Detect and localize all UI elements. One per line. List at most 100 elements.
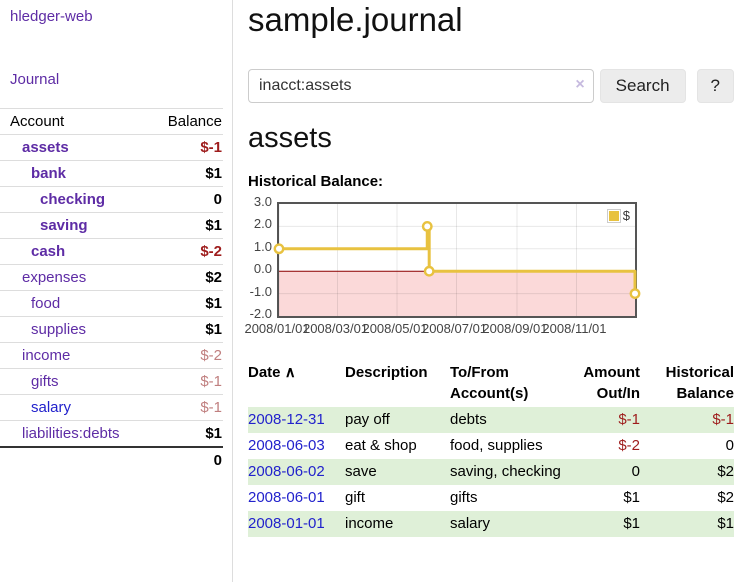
y-axis-tick-label: 1.0	[253, 238, 272, 254]
account-link[interactable]: supplies	[31, 321, 87, 338]
account-link[interactable]: bank	[31, 165, 67, 182]
help-button[interactable]: ?	[696, 69, 734, 103]
account-link[interactable]: liabilities:debts	[22, 425, 120, 442]
y-axis-tick-label: 2.0	[253, 216, 272, 232]
account-row: saving $1	[0, 212, 223, 239]
transaction-row: 2008-06-02 save saving, checking 0 $2	[248, 459, 734, 485]
transactions-table: Date ∧ Description To/From Account(s) Am…	[248, 359, 734, 537]
column-header-date[interactable]: Date ∧	[248, 364, 296, 381]
transaction-accounts: food, supplies	[450, 437, 543, 454]
transaction-row: 2008-06-03 eat & shop food, supplies $-2 0	[248, 433, 734, 459]
account-balance: $2	[152, 264, 223, 291]
account-link[interactable]: checking	[40, 191, 106, 208]
transaction-description: save	[345, 463, 377, 480]
account-cell: salary	[0, 394, 153, 421]
account-row: gifts $-1	[0, 368, 223, 395]
account-link[interactable]: expenses	[22, 269, 87, 286]
transaction-balance: $1	[717, 515, 734, 532]
transaction-date-link[interactable]: 2008-06-02	[248, 463, 325, 480]
account-balance: $-1	[152, 394, 223, 421]
transaction-date-cell: 2008-12-31	[248, 407, 345, 433]
transaction-balance: $-1	[712, 411, 734, 428]
account-balance: $1	[152, 420, 223, 448]
account-cell: food	[0, 290, 153, 317]
app-title-link[interactable]: hledger-web	[10, 8, 93, 25]
transaction-date-link[interactable]: 2008-06-03	[248, 437, 325, 454]
account-link[interactable]: salary	[31, 399, 72, 416]
legend-swatch	[606, 208, 621, 223]
transaction-balance: $2	[717, 463, 734, 480]
account-row: checking 0	[0, 186, 223, 213]
account-cell: cash	[0, 238, 153, 265]
account-link[interactable]: food	[31, 295, 61, 312]
accounts-column-header: Account	[0, 108, 153, 135]
legend-label: $	[622, 208, 630, 223]
column-header-description: Description	[345, 364, 428, 381]
account-row: salary $-1	[0, 394, 223, 421]
transaction-row: 2008-12-31 pay off debts $-1 $-1	[248, 407, 734, 433]
accounts-total-row: 0	[0, 446, 223, 473]
column-header-amount: Amount Out/In	[583, 364, 640, 402]
accounts-table-header: Account Balance	[0, 108, 223, 135]
account-cell: saving	[0, 212, 153, 239]
account-link[interactable]: gifts	[31, 373, 59, 390]
account-balance: $1	[152, 316, 223, 343]
transaction-accounts: saving, checking	[450, 463, 561, 480]
transaction-description: eat & shop	[345, 437, 417, 454]
chart-title: Historical Balance:	[248, 173, 384, 190]
transaction-date-link[interactable]: 2008-01-01	[248, 515, 325, 532]
transaction-date-cell: 2008-06-03	[248, 433, 345, 459]
transaction-description: pay off	[345, 411, 390, 428]
account-balance: $1	[152, 212, 223, 239]
transaction-row: 2008-01-01 income salary $1 $1	[248, 511, 734, 537]
clear-search-icon[interactable]: ×	[575, 76, 585, 93]
transaction-description: income	[345, 515, 394, 532]
y-axis-tick-label: -1.0	[249, 283, 272, 299]
transactions-header-row: Date ∧ Description To/From Account(s) Am…	[248, 359, 734, 407]
transaction-amount: $1	[623, 515, 640, 532]
search-button[interactable]: Search	[599, 69, 686, 103]
account-row: assets $-1	[0, 134, 223, 161]
account-balance: $-2	[152, 238, 223, 265]
transaction-date-cell: 2008-06-02	[248, 459, 345, 485]
account-row: bank $1	[0, 160, 223, 187]
transaction-date-cell: 2008-06-01	[248, 485, 345, 511]
column-header-balance: Historical Balance	[665, 364, 734, 402]
account-link[interactable]: assets	[22, 139, 69, 156]
x-axis-tick-label: 2008/11/01	[542, 321, 607, 336]
account-title: assets	[248, 122, 332, 154]
search-bar: × Search ?	[248, 69, 734, 103]
transaction-row: 2008-06-01 gift gifts $1 $2	[248, 485, 734, 511]
sidebar-item-journal[interactable]: Journal	[10, 71, 60, 88]
account-row: cash $-2	[0, 238, 223, 265]
transaction-amount: $1	[623, 489, 640, 506]
account-cell: income	[0, 342, 153, 369]
transaction-accounts: debts	[450, 411, 487, 428]
balance-column-header: Balance	[152, 108, 223, 135]
y-axis-tick-label: 3.0	[253, 194, 272, 209]
account-link[interactable]: saving	[40, 217, 88, 234]
transaction-balance: $2	[717, 489, 734, 506]
transaction-date-link[interactable]: 2008-12-31	[248, 411, 325, 428]
chart-y-labels: 3.0 2.0 1.0 0.0 -1.0 -2.0	[232, 194, 272, 321]
account-cell: supplies	[0, 316, 153, 343]
x-axis-tick-label: 2008/09/01	[482, 321, 548, 336]
search-input[interactable]	[248, 69, 594, 103]
transaction-amount: $-1	[618, 411, 640, 428]
account-link[interactable]: cash	[31, 243, 66, 260]
transaction-amount: 0	[631, 463, 640, 480]
account-balance: $1	[152, 290, 223, 317]
x-axis-tick-label: 2008/03/01	[302, 321, 369, 336]
account-row: liabilities:debts $1	[0, 420, 223, 448]
account-cell: bank	[0, 160, 153, 187]
transaction-date-link[interactable]: 2008-06-01	[248, 489, 325, 506]
transaction-accounts: gifts	[450, 489, 478, 506]
accounts-table: Account Balance assets $-1 bank $1 checking 0…	[0, 108, 223, 473]
x-axis-tick-label: 2008/05/01	[362, 321, 428, 336]
x-axis-tick-label: 2008/07/01	[421, 321, 488, 336]
account-link[interactable]: income	[22, 347, 71, 364]
sidebar: hledger-web Journal Account Balance asse…	[0, 0, 233, 582]
chart-plot-area: $	[273, 202, 641, 318]
account-row: income $-2	[0, 342, 223, 369]
y-axis-tick-label: -2.0	[249, 306, 272, 321]
